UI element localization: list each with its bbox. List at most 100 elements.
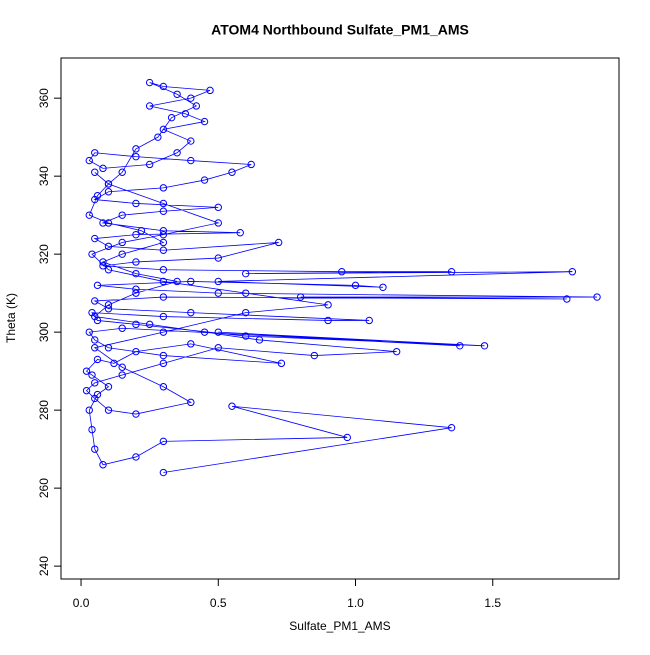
data-point (159, 293, 168, 301)
data-point (236, 229, 244, 237)
data-point (91, 234, 99, 243)
data-point (593, 293, 601, 301)
data-point (159, 207, 168, 215)
data-point (563, 295, 571, 303)
data-point (187, 137, 195, 145)
data-point (137, 227, 146, 235)
data-point (132, 199, 140, 208)
data-point (91, 379, 99, 387)
data-point (296, 293, 305, 301)
data-point (187, 277, 195, 286)
data-point (159, 468, 168, 477)
data-point (88, 425, 96, 434)
data-point (118, 324, 126, 332)
y-tick-label: 320 (37, 244, 51, 264)
data-point (82, 386, 91, 395)
data-point (91, 149, 99, 157)
data-point (99, 461, 107, 469)
y-tick-label: 280 (37, 400, 51, 420)
y-axis-label: Theta (K) (4, 293, 18, 343)
data-point (88, 371, 96, 379)
data-point (159, 82, 168, 91)
data-point (206, 86, 214, 95)
data-point (159, 230, 168, 239)
data-point (242, 269, 250, 278)
data-point (310, 351, 319, 360)
data-point (200, 117, 209, 126)
x-tick-label: 0.0 (73, 596, 90, 610)
data-point (214, 328, 222, 336)
data-point (118, 371, 126, 379)
data-point (214, 254, 222, 262)
data-line (85, 82, 598, 473)
data-point (242, 332, 250, 340)
data-point (104, 180, 113, 188)
data-point (159, 238, 168, 247)
data-point (104, 344, 113, 352)
data-point (214, 344, 222, 352)
chart-title: ATOM4 Northbound Sulfate_PM1_AMS (211, 22, 469, 38)
data-point (447, 423, 456, 432)
data-point (324, 316, 332, 325)
data-point (379, 283, 387, 292)
data-point (118, 211, 126, 219)
data-point (338, 268, 346, 276)
data-point (85, 328, 93, 336)
data-point (145, 78, 154, 87)
data-point (85, 156, 93, 165)
data-point (104, 301, 113, 309)
data-point (118, 238, 126, 247)
data-point (110, 359, 118, 368)
data-point (159, 199, 168, 208)
data-point (118, 250, 126, 258)
data-point (91, 168, 99, 176)
data-point (214, 277, 222, 286)
data-point (145, 102, 154, 110)
data-point (274, 238, 283, 247)
data-point (159, 351, 168, 360)
data-point (187, 398, 195, 407)
plot-frame (60, 57, 620, 580)
data-point (99, 164, 107, 173)
data-point (104, 219, 113, 227)
data-point (104, 406, 113, 414)
data-point (277, 359, 286, 368)
data-point (145, 320, 154, 329)
x-tick-label: 0.5 (210, 596, 227, 610)
data-point (159, 383, 168, 391)
x-axis-label: Sulfate_PM1_AMS (289, 619, 390, 633)
data-point (104, 305, 113, 313)
data-point (91, 336, 99, 344)
data-point (91, 312, 99, 321)
data-point (159, 328, 168, 336)
data-point (88, 250, 96, 258)
data-point (200, 328, 209, 336)
data-point (187, 340, 195, 348)
data-point (99, 219, 107, 227)
data-point (132, 230, 140, 239)
data-point (173, 90, 181, 98)
data-point (214, 203, 222, 212)
data-point (173, 149, 181, 157)
data-point (99, 258, 107, 266)
data-point (132, 289, 140, 297)
data-point (159, 184, 168, 192)
data-point (456, 342, 464, 350)
data-point (132, 285, 140, 293)
data-point (173, 277, 181, 286)
data-point (214, 289, 222, 297)
data-point (187, 308, 195, 317)
data-point (568, 268, 577, 276)
data-point (93, 191, 102, 200)
data-point (187, 156, 195, 165)
data-point (255, 336, 264, 344)
data-point (181, 110, 190, 118)
data-point (480, 342, 489, 350)
data-point (132, 145, 140, 153)
data-point (132, 152, 140, 161)
data-point (365, 316, 373, 325)
data-point (159, 125, 168, 134)
data-point (392, 347, 401, 356)
data-point (132, 410, 140, 418)
